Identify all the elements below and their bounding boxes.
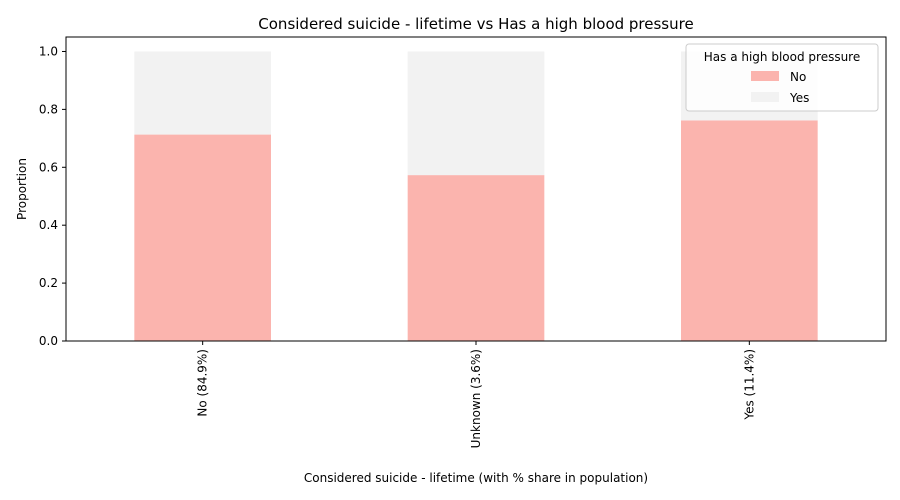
x-tick-label: Yes (11.4%) bbox=[742, 349, 756, 421]
legend-swatch-yes bbox=[751, 92, 779, 102]
legend-label-no: No bbox=[790, 70, 806, 84]
legend: Has a high blood pressure No Yes bbox=[685, 43, 879, 112]
bar-yes-1 bbox=[407, 51, 545, 176]
x-tick-label: No (84.9%) bbox=[196, 349, 210, 417]
y-axis: 0.0 0.2 0.4 0.6 0.8 1.0 bbox=[39, 44, 66, 348]
y-axis-label: Proportion bbox=[15, 158, 29, 220]
y-tick-label: 0.8 bbox=[39, 102, 58, 116]
legend-items: No Yes bbox=[751, 70, 809, 105]
legend-swatch-no bbox=[751, 71, 779, 81]
y-tick-label: 1.0 bbox=[39, 44, 58, 58]
legend-box bbox=[685, 43, 879, 112]
bar-no-0 bbox=[134, 134, 271, 341]
bar-no-1 bbox=[407, 175, 545, 341]
x-axis: No (84.9%) Unknown (3.6%) Yes (11.4%) bbox=[196, 341, 756, 448]
chart-title: Considered suicide - lifetime vs Has a h… bbox=[258, 15, 693, 33]
legend-title: Has a high blood pressure bbox=[704, 50, 861, 64]
legend-label-yes: Yes bbox=[789, 91, 809, 105]
y-tick-label: 0.4 bbox=[39, 218, 58, 232]
y-tick-label: 0.2 bbox=[39, 276, 58, 290]
bar-no-2 bbox=[681, 120, 818, 341]
y-tick-label: 0.0 bbox=[39, 334, 58, 348]
y-tick-label: 0.6 bbox=[39, 160, 58, 174]
x-tick-label: Unknown (3.6%) bbox=[469, 349, 483, 448]
bar-yes-0 bbox=[134, 51, 271, 135]
x-axis-label: Considered suicide - lifetime (with % sh… bbox=[304, 471, 648, 485]
